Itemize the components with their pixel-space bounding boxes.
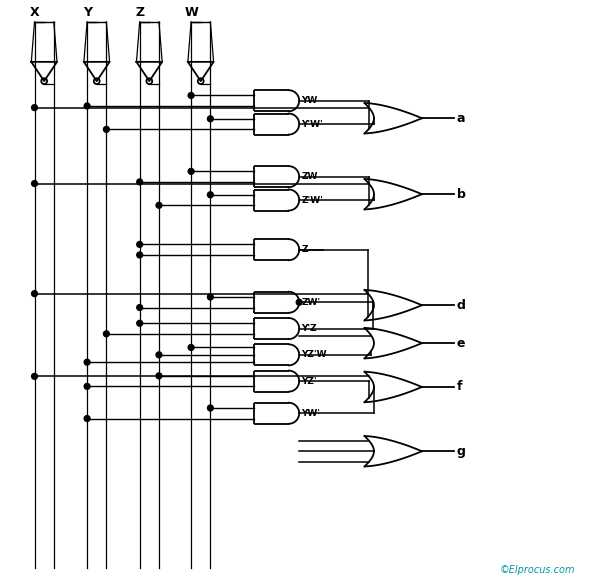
Text: X: X — [29, 6, 39, 19]
Circle shape — [188, 345, 194, 350]
Circle shape — [137, 252, 143, 258]
Text: f: f — [457, 380, 462, 393]
Text: Z'W': Z'W' — [302, 195, 323, 204]
Text: YW': YW' — [302, 409, 320, 418]
Circle shape — [137, 305, 143, 311]
Text: YZ': YZ' — [302, 377, 317, 386]
Circle shape — [207, 192, 213, 198]
Circle shape — [32, 181, 38, 187]
Text: a: a — [457, 112, 465, 124]
Circle shape — [207, 294, 213, 300]
Text: W: W — [184, 6, 198, 19]
Circle shape — [84, 103, 90, 109]
Circle shape — [207, 405, 213, 411]
Text: Y: Y — [82, 6, 92, 19]
Text: Y'W': Y'W' — [302, 120, 323, 129]
Text: g: g — [457, 445, 466, 458]
Circle shape — [156, 352, 162, 357]
Text: Z: Z — [135, 6, 144, 19]
Circle shape — [296, 299, 302, 305]
Text: d: d — [457, 299, 466, 312]
Circle shape — [188, 168, 194, 174]
Text: e: e — [457, 337, 465, 350]
Circle shape — [84, 416, 90, 421]
Circle shape — [156, 203, 162, 208]
Circle shape — [137, 321, 143, 326]
Circle shape — [156, 373, 162, 379]
Circle shape — [104, 126, 110, 132]
Circle shape — [137, 241, 143, 247]
Circle shape — [32, 291, 38, 296]
Text: ZW': ZW' — [302, 298, 320, 307]
Circle shape — [32, 373, 38, 379]
Circle shape — [137, 179, 143, 185]
Text: Z: Z — [302, 245, 308, 254]
Text: ZW: ZW — [302, 172, 318, 181]
Text: b: b — [457, 188, 466, 201]
Circle shape — [32, 104, 38, 110]
Text: ©Elprocus.com: ©Elprocus.com — [499, 565, 575, 575]
Text: YZ'W: YZ'W — [302, 350, 327, 359]
Circle shape — [104, 331, 110, 337]
Circle shape — [84, 383, 90, 389]
Text: YW: YW — [302, 96, 317, 105]
Circle shape — [84, 359, 90, 365]
Text: Y'Z: Y'Z — [302, 324, 317, 333]
Circle shape — [188, 93, 194, 99]
Circle shape — [207, 116, 213, 122]
